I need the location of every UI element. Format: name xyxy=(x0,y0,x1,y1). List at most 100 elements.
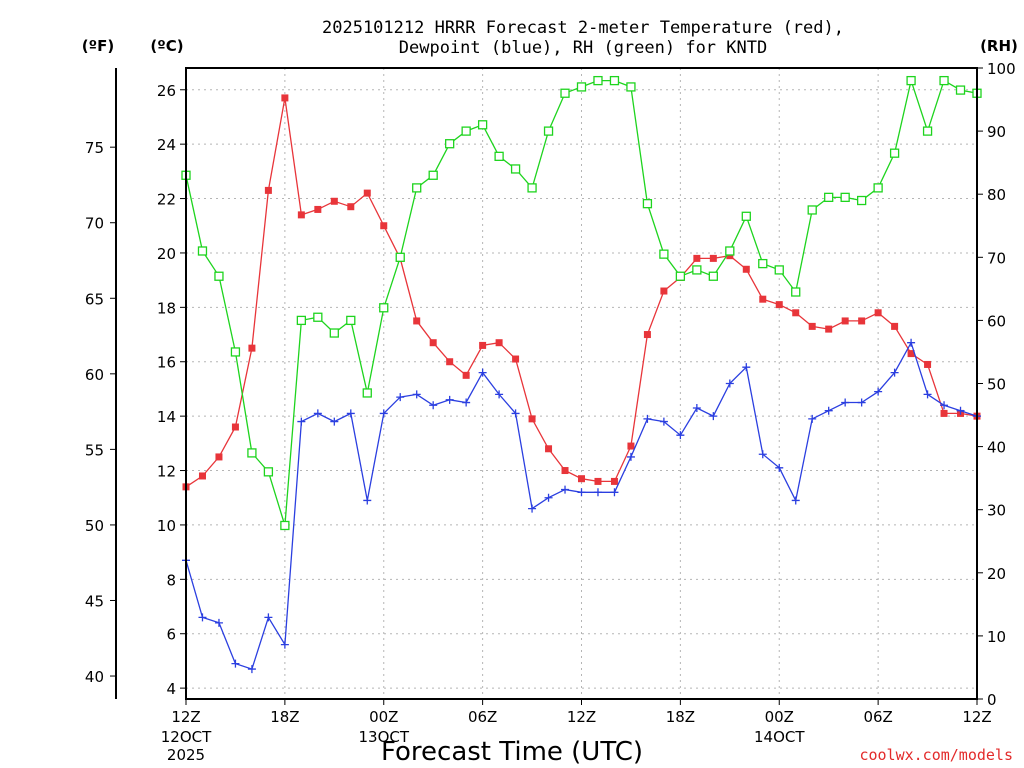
rh-point-15 xyxy=(428,170,438,180)
dewpoint-point-4 xyxy=(247,665,256,674)
celsius-tick-label-1: 6 xyxy=(166,626,176,644)
chart-title-line-2: Dewpoint (blue), RH (green) for KNTD xyxy=(399,38,767,58)
x-axis-label: Forecast Time (UTC) xyxy=(381,737,643,767)
temperature-point-16 xyxy=(446,358,454,366)
x-tick-label-4: 12Z xyxy=(567,708,596,726)
rh-point-3 xyxy=(230,347,241,357)
rh-point-14 xyxy=(412,183,422,193)
fahrenheit-tick-label-4: 60 xyxy=(85,366,104,384)
temperature-point-9 xyxy=(330,197,338,205)
temperature-point-2 xyxy=(215,453,223,461)
temperature-point-40 xyxy=(841,317,849,325)
rh-point-38 xyxy=(807,205,817,215)
rh-point-21 xyxy=(527,183,537,193)
dewpoint-point-36 xyxy=(775,463,784,472)
dewpoint-point-14 xyxy=(412,390,421,399)
rh-point-41 xyxy=(856,195,867,206)
celsius-tick-label-8: 20 xyxy=(157,245,176,263)
temperature-point-18 xyxy=(479,341,487,349)
temperature-point-11 xyxy=(363,189,371,197)
dewpoint-point-43 xyxy=(890,368,899,377)
plot-frame xyxy=(185,67,978,700)
x-tick-label-2: 00Z xyxy=(369,708,398,726)
temperature-point-24 xyxy=(578,475,585,483)
rh-tick-label-2: 20 xyxy=(987,565,1006,583)
temperature-point-37 xyxy=(792,309,800,317)
rh-point-20 xyxy=(510,164,521,174)
dewpoint-point-39 xyxy=(824,406,833,415)
dewpoint-point-3 xyxy=(231,659,240,668)
rh-point-43 xyxy=(889,148,900,158)
celsius-tick-label-2: 8 xyxy=(166,571,176,589)
dewpoint-point-27 xyxy=(626,452,635,461)
dewpoint-point-15 xyxy=(429,401,438,410)
temperature-point-10 xyxy=(347,203,355,211)
fahrenheit-tick-label-2: 50 xyxy=(85,517,104,535)
dewpoint-point-30 xyxy=(676,431,685,440)
dewpoint-point-32 xyxy=(709,412,718,421)
rh-point-2 xyxy=(214,271,224,281)
dewpoint-point-34 xyxy=(742,363,751,372)
temperature-point-14 xyxy=(413,317,421,325)
celsius-tick-label-5: 14 xyxy=(157,408,176,426)
rh-point-40 xyxy=(840,192,850,203)
temperature-point-35 xyxy=(759,295,767,303)
temperature-point-12 xyxy=(380,222,388,230)
dewpoint-point-20 xyxy=(511,409,520,418)
temperature-point-44 xyxy=(907,350,915,358)
rh-point-5 xyxy=(263,467,274,477)
fahrenheit-tick-label-7: 75 xyxy=(85,139,104,157)
rh-point-27 xyxy=(626,82,636,92)
rh-point-8 xyxy=(313,312,323,322)
celsius-tick-label-4: 12 xyxy=(157,463,176,481)
dewpoint-point-7 xyxy=(297,417,306,426)
celsius-tick-label-3: 10 xyxy=(157,517,176,535)
temperature-point-15 xyxy=(429,339,437,347)
rh-point-47 xyxy=(955,85,966,95)
x-tick-date-0: 12OCT xyxy=(161,728,212,746)
rh-tick-label-6: 60 xyxy=(987,312,1006,330)
celsius-tick-label-11: 26 xyxy=(157,82,176,100)
dewpoint-point-21 xyxy=(528,504,537,513)
rh-point-10 xyxy=(346,315,356,326)
rh-point-18 xyxy=(477,120,488,130)
temperature-point-6 xyxy=(281,94,289,102)
x-tick-label-5: 18Z xyxy=(666,708,695,726)
x-tick-label-6: 00Z xyxy=(765,708,794,726)
x-tick-label-1: 18Z xyxy=(270,708,299,726)
rh-point-39 xyxy=(824,192,834,203)
celsius-tick-label-6: 16 xyxy=(157,354,176,372)
x-tick-year-0: 2025 xyxy=(167,746,205,764)
temperature-point-46 xyxy=(940,409,948,417)
rh-unit-label: (RH) xyxy=(980,37,1018,55)
rh-point-31 xyxy=(692,265,702,275)
dewpoint-point-31 xyxy=(692,403,701,412)
dewpoint-point-16 xyxy=(445,395,454,404)
rh-point-25 xyxy=(593,75,603,86)
rh-point-34 xyxy=(741,211,751,221)
rh-tick-label-4: 40 xyxy=(987,439,1006,457)
rh-tick-label-5: 50 xyxy=(987,376,1006,394)
rh-point-17 xyxy=(461,126,471,136)
temperature-point-42 xyxy=(874,309,882,317)
celsius-unit-label: (ºC) xyxy=(150,37,183,55)
rh-tick-label-10: 100 xyxy=(987,60,1016,78)
dewpoint-point-46 xyxy=(940,401,949,410)
rh-point-42 xyxy=(873,183,883,193)
rh-point-45 xyxy=(922,126,933,136)
rh-point-19 xyxy=(494,151,504,161)
rh-point-35 xyxy=(758,258,768,269)
dewpoint-point-29 xyxy=(659,417,668,426)
x-tick-label-0: 12Z xyxy=(171,708,200,726)
temperature-point-20 xyxy=(512,355,520,363)
dewpoint-point-10 xyxy=(346,409,355,418)
dewpoint-point-9 xyxy=(330,417,339,426)
rh-point-33 xyxy=(725,246,735,256)
rh-point-46 xyxy=(939,75,949,86)
temperature-point-25 xyxy=(594,477,602,485)
rh-point-30 xyxy=(675,271,686,281)
credit-text: coolwx.com/models xyxy=(859,746,1013,764)
dewpoint-point-40 xyxy=(841,398,850,407)
grid-lines xyxy=(185,68,978,699)
fahrenheit-tick-label-5: 65 xyxy=(85,290,104,308)
